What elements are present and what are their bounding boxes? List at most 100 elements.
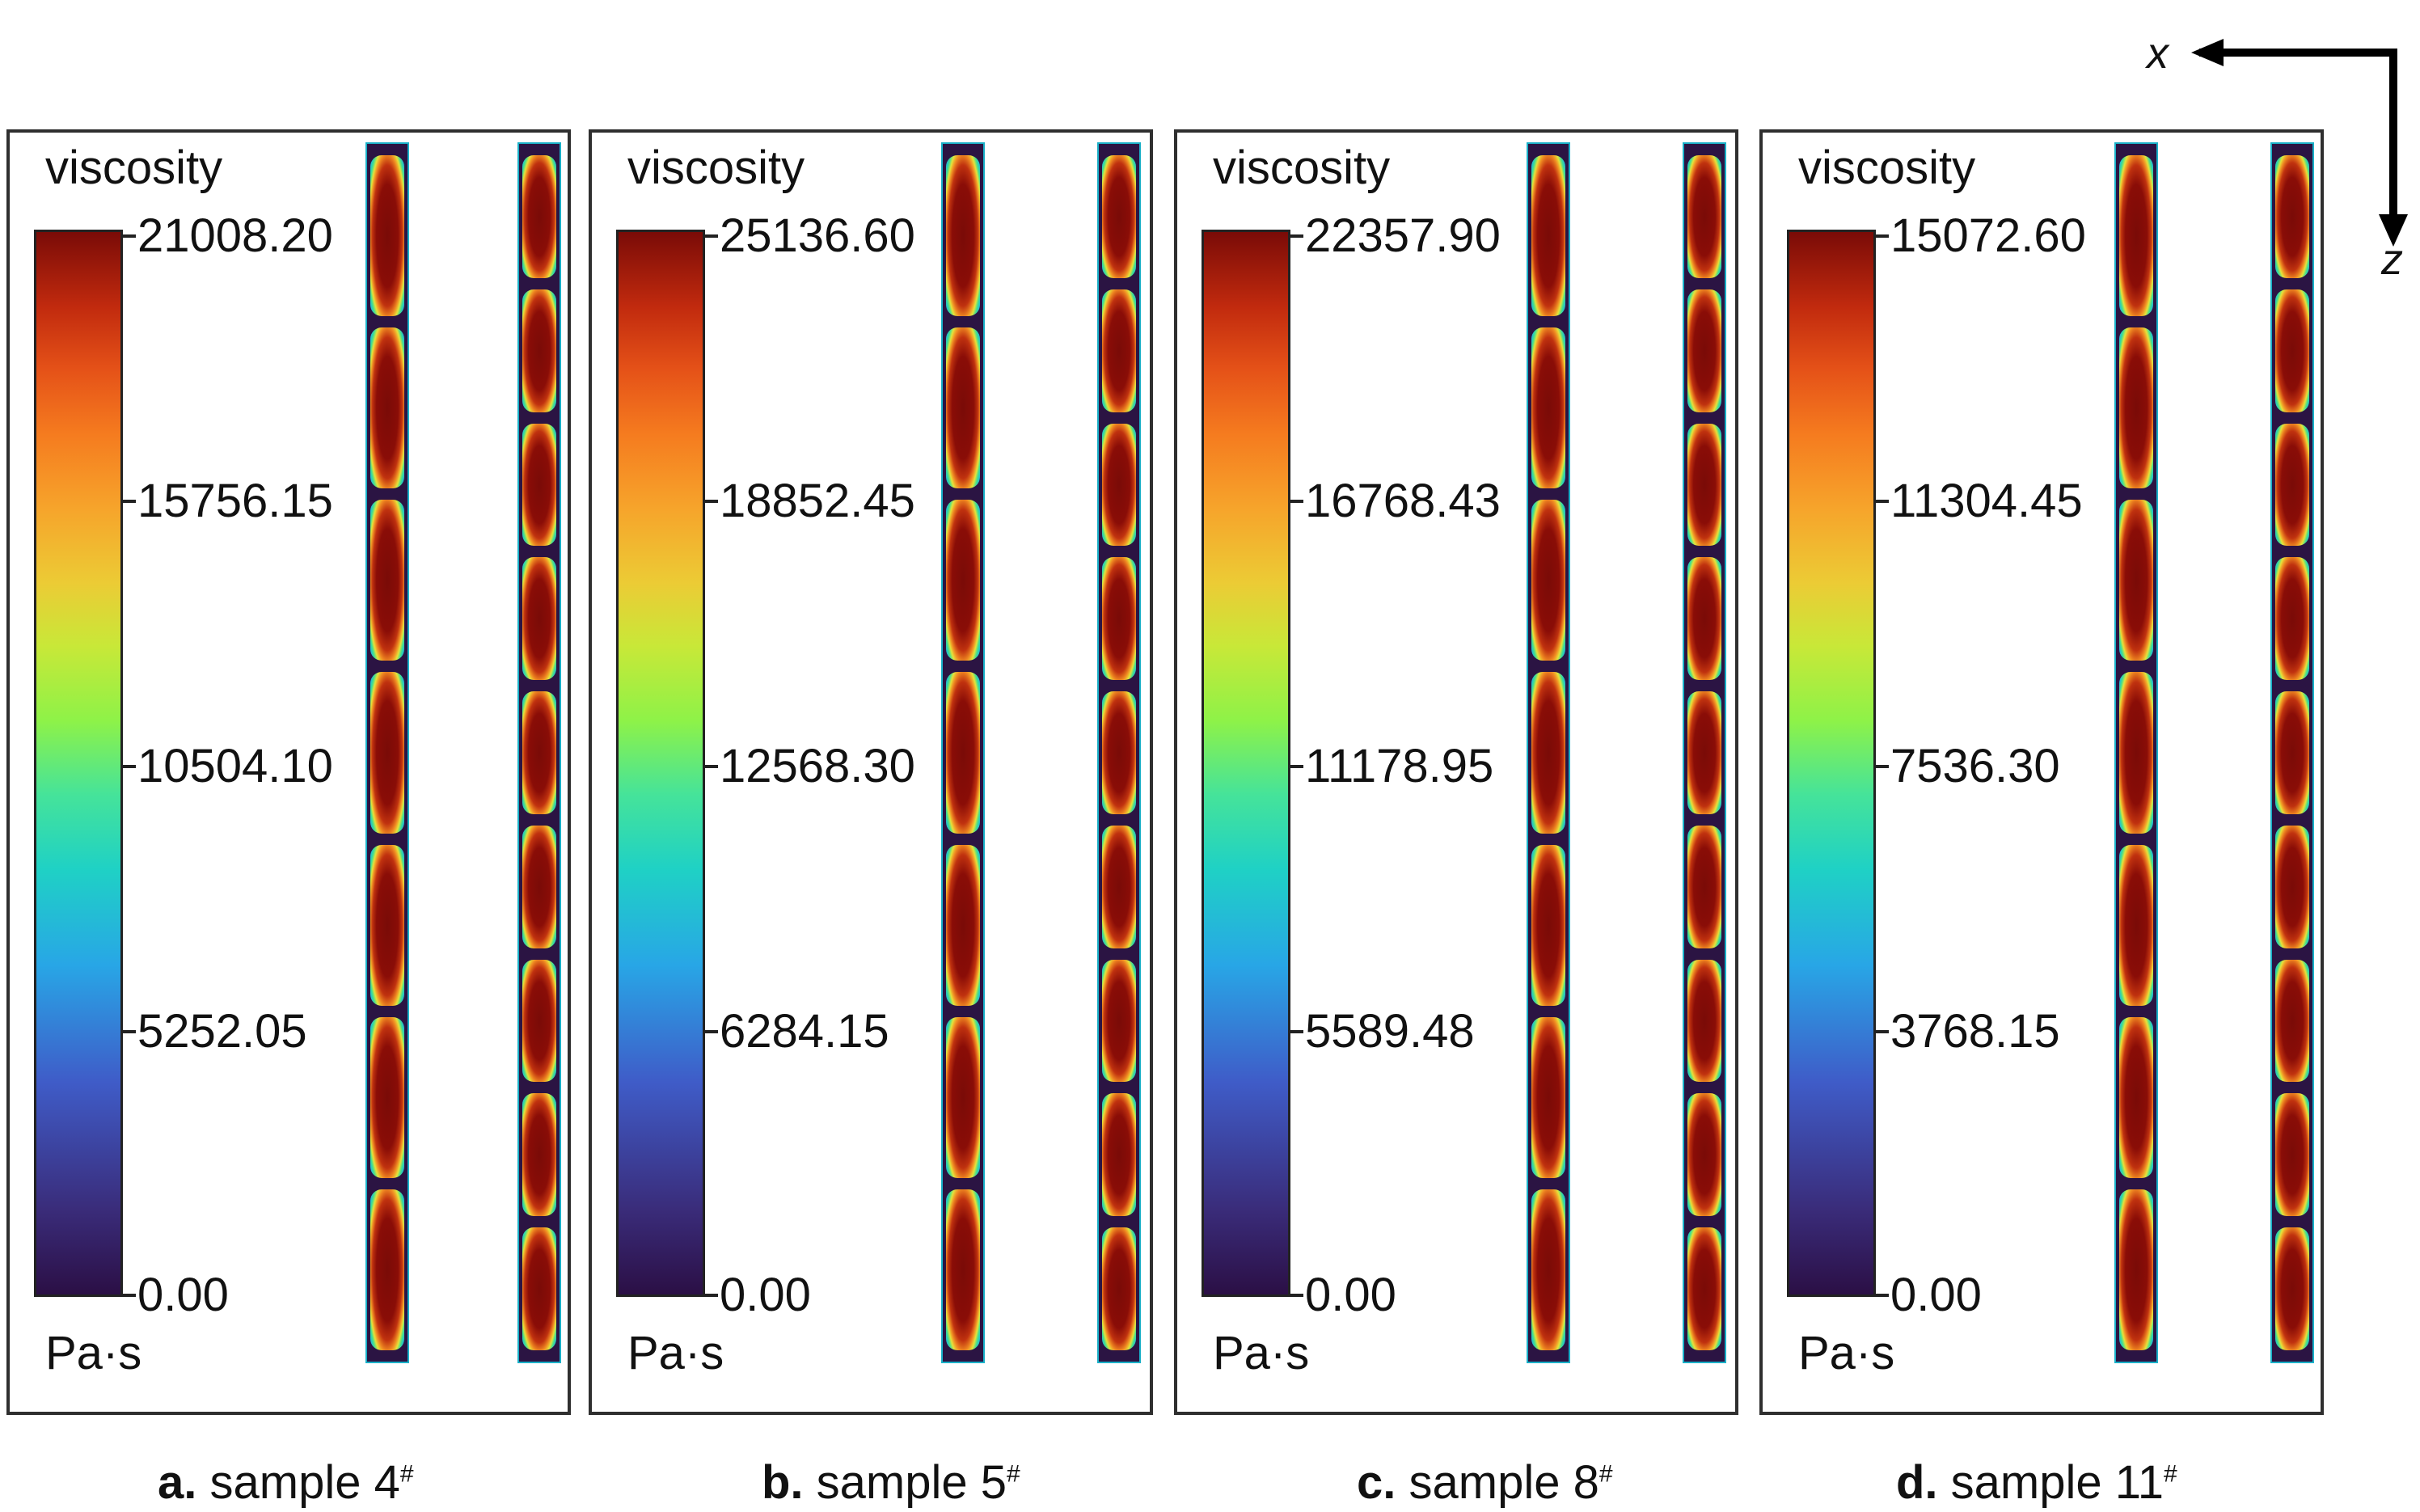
caption-text: sample 4 <box>209 1456 400 1509</box>
tick-mark <box>1290 1030 1303 1033</box>
axes-indicator <box>2191 39 2408 247</box>
caption-letter: d. <box>1896 1456 1938 1509</box>
viscosity-region <box>2275 691 2309 814</box>
viscosity-region <box>1102 825 1136 948</box>
simulation-strip-right <box>1683 142 1726 1363</box>
caption-sup: # <box>1599 1460 1613 1488</box>
viscosity-region <box>522 825 556 948</box>
viscosity-region <box>946 672 980 834</box>
x-axis-label: x <box>2147 29 2169 78</box>
simulation-strip-right <box>2270 142 2314 1363</box>
viscosity-region <box>1102 423 1136 547</box>
viscosity-region <box>2119 1189 2153 1350</box>
caption-text: sample 11 <box>1950 1456 2164 1509</box>
viscosity-region <box>1687 1093 1721 1217</box>
viscosity-region <box>2275 423 2309 547</box>
caption-sup: # <box>399 1460 414 1488</box>
viscosity-region <box>2275 289 2309 412</box>
viscosity-region <box>1687 289 1721 412</box>
tick-mark <box>1290 1294 1303 1297</box>
tick-label-max: 25136.60 <box>720 209 915 262</box>
viscosity-region <box>1531 155 1565 317</box>
viscosity-region <box>522 155 556 278</box>
panel-sample-5: viscosity 25136.60 18852.45 12568.30 628… <box>589 129 1153 1415</box>
viscosity-region <box>1531 1016 1565 1178</box>
tick-mark <box>123 500 136 503</box>
viscosity-region <box>370 672 404 834</box>
viscosity-region <box>2275 155 2309 278</box>
caption-sup: # <box>1007 1460 1020 1488</box>
viscosity-region <box>946 155 980 317</box>
tick-mark <box>1290 234 1303 238</box>
viscosity-region <box>1102 1227 1136 1350</box>
viscosity-region <box>1102 691 1136 814</box>
viscosity-region <box>370 327 404 489</box>
panel-title: viscosity <box>1798 141 1976 194</box>
tick-label: 7536.30 <box>1890 740 2060 792</box>
tick-mark <box>705 500 718 503</box>
viscosity-region <box>2119 844 2153 1006</box>
unit-label: Pa·s <box>1213 1327 1310 1379</box>
panel-sample-8: viscosity 22357.90 16768.43 11178.95 558… <box>1174 129 1738 1415</box>
viscosity-region <box>370 1016 404 1178</box>
viscosity-region <box>2119 672 2153 834</box>
z-axis-label: z <box>2381 235 2403 284</box>
viscosity-region <box>522 423 556 547</box>
simulation-strip-left <box>365 142 409 1363</box>
viscosity-region <box>2119 500 2153 661</box>
tick-label-min: 0.00 <box>1305 1269 1396 1321</box>
tick-mark <box>123 765 136 768</box>
viscosity-region <box>522 557 556 681</box>
panel-sample-11: viscosity 15072.60 11304.45 7536.30 3768… <box>1759 129 2324 1415</box>
tick-mark <box>123 1030 136 1033</box>
viscosity-region <box>2275 1227 2309 1350</box>
unit-label: Pa·s <box>45 1327 142 1379</box>
viscosity-region <box>370 844 404 1006</box>
viscosity-region <box>2275 959 2309 1083</box>
viscosity-region <box>2275 825 2309 948</box>
viscosity-region <box>522 289 556 412</box>
viscosity-region <box>522 691 556 814</box>
simulation-strip-left <box>941 142 985 1363</box>
viscosity-region <box>1687 959 1721 1083</box>
caption-text: sample 8 <box>1408 1456 1599 1509</box>
panel-title: viscosity <box>45 141 223 194</box>
viscosity-region <box>2119 327 2153 489</box>
viscosity-region <box>1102 1093 1136 1217</box>
unit-label: Pa·s <box>627 1327 724 1379</box>
viscosity-region <box>1687 155 1721 278</box>
simulation-strip-left <box>2114 142 2158 1363</box>
viscosity-region <box>1687 825 1721 948</box>
simulation-strip-right <box>1097 142 1141 1363</box>
tick-mark <box>705 1294 718 1297</box>
tick-label: 5252.05 <box>137 1005 307 1058</box>
simulation-strip-left <box>1527 142 1570 1363</box>
tick-label-min: 0.00 <box>1890 1269 1982 1321</box>
viscosity-region <box>370 155 404 317</box>
tick-label: 11304.45 <box>1890 475 2083 527</box>
viscosity-region <box>1531 1189 1565 1350</box>
viscosity-region <box>1102 557 1136 681</box>
z-arrowhead <box>2379 214 2408 247</box>
colorbar <box>34 230 123 1297</box>
tick-label: 18852.45 <box>720 475 915 527</box>
tick-label: 6284.15 <box>720 1005 889 1058</box>
tick-label: 12568.30 <box>720 740 915 792</box>
caption-text: sample 5 <box>816 1456 1007 1509</box>
panel-sample-4: viscosity 21008.20 15756.15 10504.10 525… <box>6 129 571 1415</box>
simulation-strip-right <box>517 142 561 1363</box>
viscosity-region <box>2119 155 2153 317</box>
tick-label-max: 15072.60 <box>1890 209 2086 262</box>
panel-title: viscosity <box>627 141 805 194</box>
colorbar <box>616 230 705 1297</box>
tick-mark <box>705 765 718 768</box>
viscosity-region <box>1531 500 1565 661</box>
viscosity-region <box>370 1189 404 1350</box>
unit-label: Pa·s <box>1798 1327 1895 1379</box>
caption-sup: # <box>2163 1460 2177 1488</box>
viscosity-region <box>522 1093 556 1217</box>
viscosity-region <box>946 327 980 489</box>
x-arrowhead <box>2191 39 2224 66</box>
viscosity-region <box>1687 1227 1721 1350</box>
tick-mark <box>1290 500 1303 503</box>
